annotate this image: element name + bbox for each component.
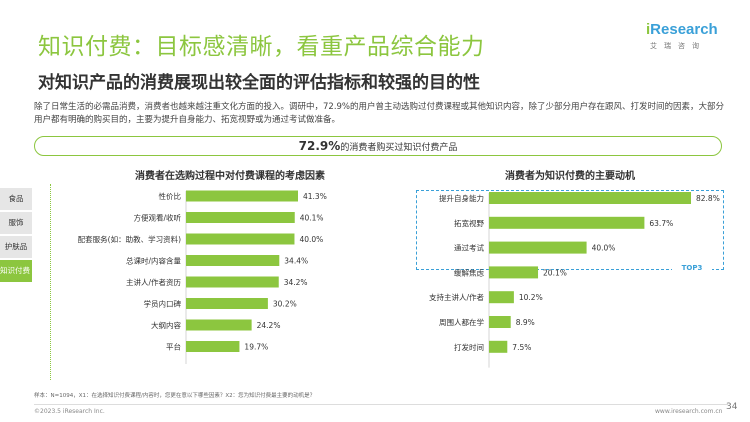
left-bar bbox=[186, 341, 240, 352]
left-bar bbox=[186, 255, 280, 266]
left-bar bbox=[186, 319, 252, 331]
logo-wordmark: iResearch bbox=[646, 21, 718, 38]
right-value-label: 63.7% bbox=[649, 219, 673, 228]
left-category-label: 主讲人/作者资历 bbox=[126, 277, 182, 287]
right-value-label: 40.0% bbox=[592, 244, 616, 253]
left-bar-chart: 性价比 41.3% 方便观看/收听 40.1% 配套服务(如：助教、学习资料) 40.0%… bbox=[78, 190, 327, 364]
left-bar bbox=[186, 212, 295, 223]
tab-divider bbox=[50, 184, 51, 380]
highlight-value: 72.9% bbox=[298, 139, 341, 153]
left-category-label: 平台 bbox=[166, 342, 181, 352]
left-category-label: 性价比 bbox=[159, 191, 182, 201]
tab-knowledge-payment[interactable]: 知识付费 bbox=[0, 260, 32, 282]
tab-skincare[interactable]: 护肤品 bbox=[0, 236, 32, 258]
logo-cn-text: 艾瑞咨询 bbox=[650, 42, 706, 50]
right-value-label: 82.8% bbox=[696, 194, 720, 203]
top3-highlight-box bbox=[416, 190, 724, 270]
left-value-label: 30.2% bbox=[273, 300, 297, 309]
website-link[interactable]: www.iresearch.com.cn bbox=[655, 408, 723, 415]
top3-label: TOP3 bbox=[672, 262, 712, 274]
left-category-label: 学员内口碑 bbox=[144, 299, 182, 309]
right-chart-title: 消费者为知识付费的主要动机 bbox=[505, 171, 635, 182]
left-value-label: 34.2% bbox=[284, 278, 308, 287]
left-bar bbox=[186, 190, 298, 202]
left-chart-title: 消费者在选购过程中对付费课程的考虑因素 bbox=[135, 171, 325, 182]
left-value-label: 24.2% bbox=[257, 321, 281, 330]
left-category-label: 配套服务(如：助教、学习资料) bbox=[78, 234, 181, 244]
right-category-label: 拓宽视野 bbox=[454, 218, 484, 228]
left-category-label: 总课时/内容含量 bbox=[126, 256, 182, 266]
right-category-label: 提升自身能力 bbox=[439, 193, 484, 203]
highlight-text: 的消费者购买过知识付费产品 bbox=[340, 143, 458, 153]
page-title: 知识付费：目标感清晰，看重产品综合能力 bbox=[38, 34, 485, 60]
page-number: 34 bbox=[726, 402, 738, 412]
left-value-label: 40.1% bbox=[300, 214, 324, 223]
right-bar bbox=[489, 316, 511, 328]
right-value-label: 7.5% bbox=[512, 343, 531, 352]
right-category-label: 周围人都在学 bbox=[439, 317, 484, 327]
intro-paragraph: 除了日常生活的必需品消费，消费者也越来越注重文化方面的投入。调研中，72.9%的… bbox=[34, 102, 725, 125]
right-category-label: 打发时间 bbox=[454, 342, 484, 352]
left-bar bbox=[186, 298, 268, 309]
right-bar bbox=[489, 291, 514, 304]
page-subtitle: 对知识产品的消费展现出较全面的评估指标和较强的目的性 bbox=[38, 73, 480, 93]
left-category-label: 大纲内容 bbox=[151, 320, 181, 330]
right-value-label: 8.9% bbox=[516, 318, 535, 327]
left-value-label: 40.0% bbox=[299, 235, 323, 244]
tab-food[interactable]: 食品 bbox=[0, 188, 32, 210]
left-value-label: 34.4% bbox=[284, 257, 308, 266]
right-value-label: 20.1% bbox=[543, 268, 567, 277]
left-value-label: 19.7% bbox=[244, 343, 268, 352]
tab-apparel[interactable]: 服饰 bbox=[0, 212, 32, 234]
right-category-label: 支持主讲人/作者 bbox=[429, 292, 485, 302]
right-bar-chart: 提升自身能力 82.8% 拓宽视野 63.7% 通过考试 40.0% 缓解焦虑 20.1% 支持… bbox=[429, 192, 720, 368]
right-category-label: 缓解焦虑 bbox=[454, 267, 484, 277]
highlight-banner: 72.9%的消费者购买过知识付费产品 bbox=[34, 136, 722, 156]
copyright: ©2023.5 iResearch Inc. bbox=[34, 408, 105, 415]
right-bar bbox=[489, 340, 508, 353]
left-bar bbox=[186, 276, 279, 288]
footnote: 样本：N=1094，X1：在选择知识付费课程/内容时，您更在意以下哪些因素？X2… bbox=[34, 393, 316, 399]
left-value-label: 41.3% bbox=[303, 192, 327, 201]
right-bar bbox=[489, 241, 587, 254]
right-bar bbox=[489, 216, 645, 229]
footer-divider bbox=[34, 404, 728, 405]
right-category-label: 通过考试 bbox=[454, 243, 484, 253]
iresearch-logo: iResearch 艾瑞咨询 bbox=[646, 22, 726, 54]
right-value-label: 10.2% bbox=[519, 293, 543, 302]
right-bar bbox=[489, 266, 539, 279]
left-bar bbox=[186, 233, 295, 245]
right-bar bbox=[489, 192, 691, 204]
category-tabs: 食品 服饰 护肤品 知识付费 bbox=[0, 188, 32, 284]
left-category-label: 方便观看/收听 bbox=[133, 213, 181, 223]
